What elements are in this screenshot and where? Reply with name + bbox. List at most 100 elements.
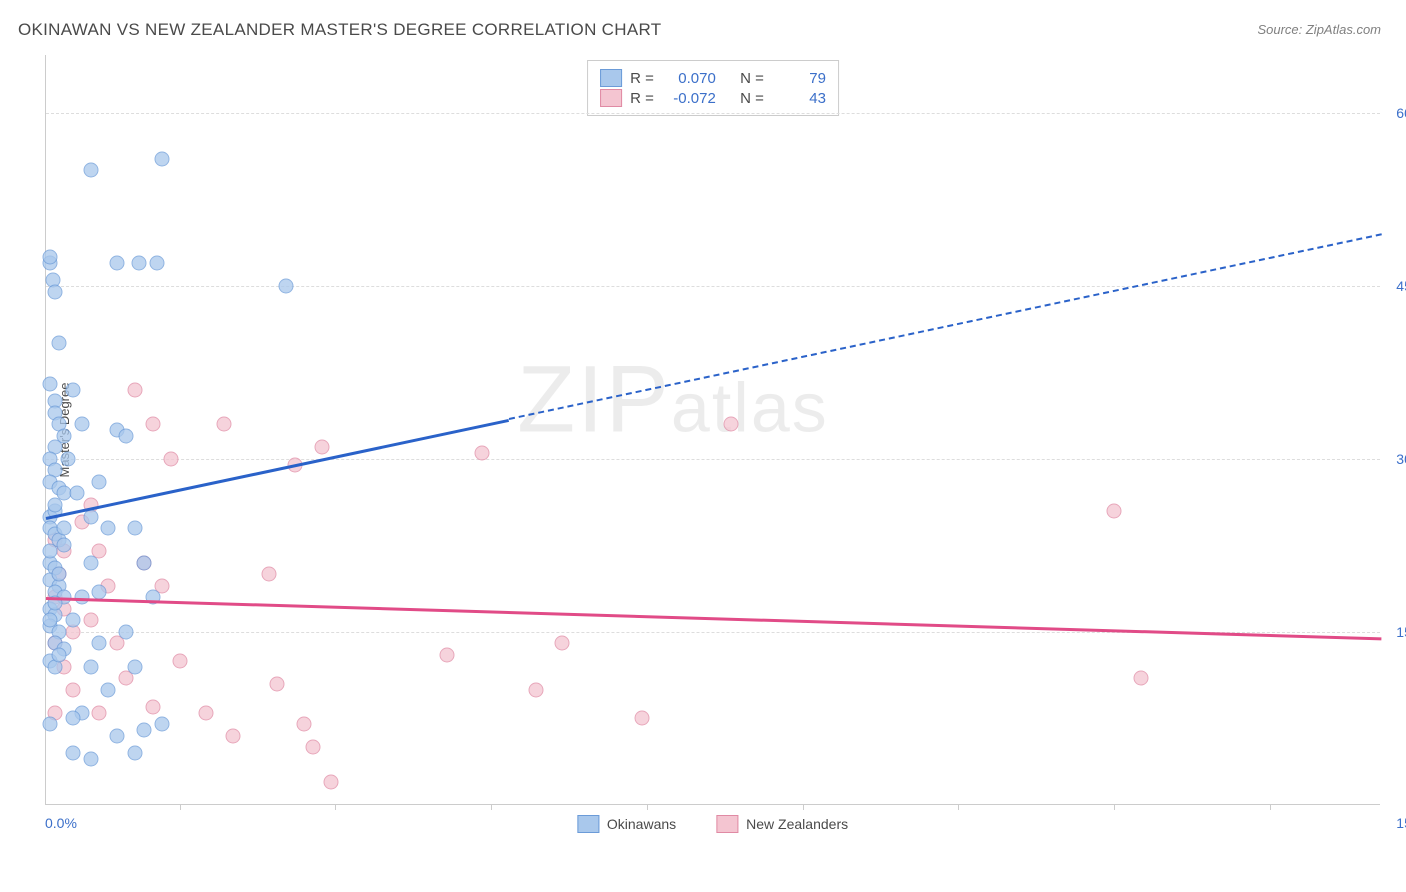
data-point-a	[83, 659, 98, 674]
data-point-a	[83, 163, 98, 178]
data-point-b	[92, 705, 107, 720]
swatch-newzealanders-icon	[716, 815, 738, 833]
stats-legend-box: R = 0.070 N = 79 R = -0.072 N = 43	[587, 60, 839, 116]
legend-item-b: New Zealanders	[716, 815, 848, 833]
data-point-a	[154, 151, 169, 166]
data-point-a	[65, 711, 80, 726]
y-tick-label: 30.0%	[1396, 451, 1406, 467]
data-point-b	[306, 740, 321, 755]
data-point-a	[65, 613, 80, 628]
y-tick-label: 45.0%	[1396, 278, 1406, 294]
data-point-a	[70, 486, 85, 501]
data-point-a	[92, 636, 107, 651]
x-tick-mark	[180, 804, 181, 810]
stats-row-b: R = -0.072 N = 43	[600, 89, 826, 107]
data-point-a	[119, 624, 134, 639]
data-point-a	[132, 255, 147, 270]
data-point-a	[65, 382, 80, 397]
data-point-a	[136, 723, 151, 738]
source-label: Source: ZipAtlas.com	[1257, 22, 1381, 37]
data-point-a	[128, 659, 143, 674]
data-point-a	[150, 255, 165, 270]
swatch-newzealanders-icon	[600, 89, 622, 107]
data-point-a	[61, 451, 76, 466]
data-point-b	[83, 613, 98, 628]
data-point-b	[270, 676, 285, 691]
data-point-b	[724, 417, 739, 432]
y-tick-label: 15.0%	[1396, 624, 1406, 640]
data-point-b	[217, 417, 232, 432]
data-point-b	[65, 682, 80, 697]
swatch-okinawans-icon	[600, 69, 622, 87]
data-point-a	[56, 538, 71, 553]
data-point-a	[83, 751, 98, 766]
gridline	[46, 286, 1380, 287]
data-point-b	[635, 711, 650, 726]
data-point-b	[261, 567, 276, 582]
data-point-a	[101, 682, 116, 697]
data-point-a	[43, 544, 58, 559]
data-point-a	[128, 521, 143, 536]
stats-row-a: R = 0.070 N = 79	[600, 69, 826, 87]
x-tick-mark	[958, 804, 959, 810]
data-point-b	[528, 682, 543, 697]
data-point-a	[52, 648, 67, 663]
data-point-b	[314, 440, 329, 455]
data-point-b	[1133, 671, 1148, 686]
data-point-a	[110, 255, 125, 270]
data-point-b	[199, 705, 214, 720]
x-tick-mark	[335, 804, 336, 810]
x-tick-mark	[803, 804, 804, 810]
data-point-b	[145, 699, 160, 714]
bottom-legend: Okinawans New Zealanders	[577, 815, 848, 833]
data-point-b	[225, 728, 240, 743]
data-point-a	[83, 555, 98, 570]
data-point-b	[172, 653, 187, 668]
legend-label-a: Okinawans	[607, 816, 676, 832]
gridline	[46, 459, 1380, 460]
data-point-b	[555, 636, 570, 651]
data-point-a	[101, 521, 116, 536]
data-point-a	[52, 336, 67, 351]
data-point-a	[128, 746, 143, 761]
x-tick-mark	[1270, 804, 1271, 810]
y-tick-label: 60.0%	[1396, 105, 1406, 121]
data-point-b	[1107, 503, 1122, 518]
data-point-b	[439, 648, 454, 663]
data-point-a	[74, 417, 89, 432]
legend-label-b: New Zealanders	[746, 816, 848, 832]
data-point-a	[43, 249, 58, 264]
trendline	[46, 597, 1381, 640]
data-point-b	[297, 717, 312, 732]
plot-area: Master's Degree ZIPatlas R = 0.070 N = 7…	[45, 55, 1380, 805]
data-point-b	[145, 417, 160, 432]
data-point-a	[154, 717, 169, 732]
data-point-a	[110, 728, 125, 743]
data-point-a	[47, 498, 62, 513]
x-tick-min: 0.0%	[45, 815, 77, 831]
data-point-a	[52, 567, 67, 582]
swatch-okinawans-icon	[577, 815, 599, 833]
x-tick-mark	[491, 804, 492, 810]
trendline	[509, 234, 1382, 421]
data-point-a	[136, 555, 151, 570]
data-point-b	[128, 382, 143, 397]
data-point-a	[56, 521, 71, 536]
data-point-a	[65, 746, 80, 761]
gridline	[46, 113, 1380, 114]
data-point-a	[43, 376, 58, 391]
data-point-a	[279, 278, 294, 293]
data-point-b	[163, 451, 178, 466]
data-point-a	[92, 474, 107, 489]
chart-container: OKINAWAN VS NEW ZEALANDER MASTER'S DEGRE…	[0, 0, 1406, 892]
data-point-b	[323, 774, 338, 789]
x-tick-mark	[647, 804, 648, 810]
data-point-a	[43, 613, 58, 628]
data-point-a	[43, 717, 58, 732]
data-point-a	[119, 428, 134, 443]
x-tick-mark	[1114, 804, 1115, 810]
chart-title: OKINAWAN VS NEW ZEALANDER MASTER'S DEGRE…	[18, 20, 661, 40]
plot: ZIPatlas R = 0.070 N = 79 R = -0.072 N =	[45, 55, 1380, 805]
data-point-a	[47, 284, 62, 299]
x-tick-max: 15.0%	[1396, 815, 1406, 831]
